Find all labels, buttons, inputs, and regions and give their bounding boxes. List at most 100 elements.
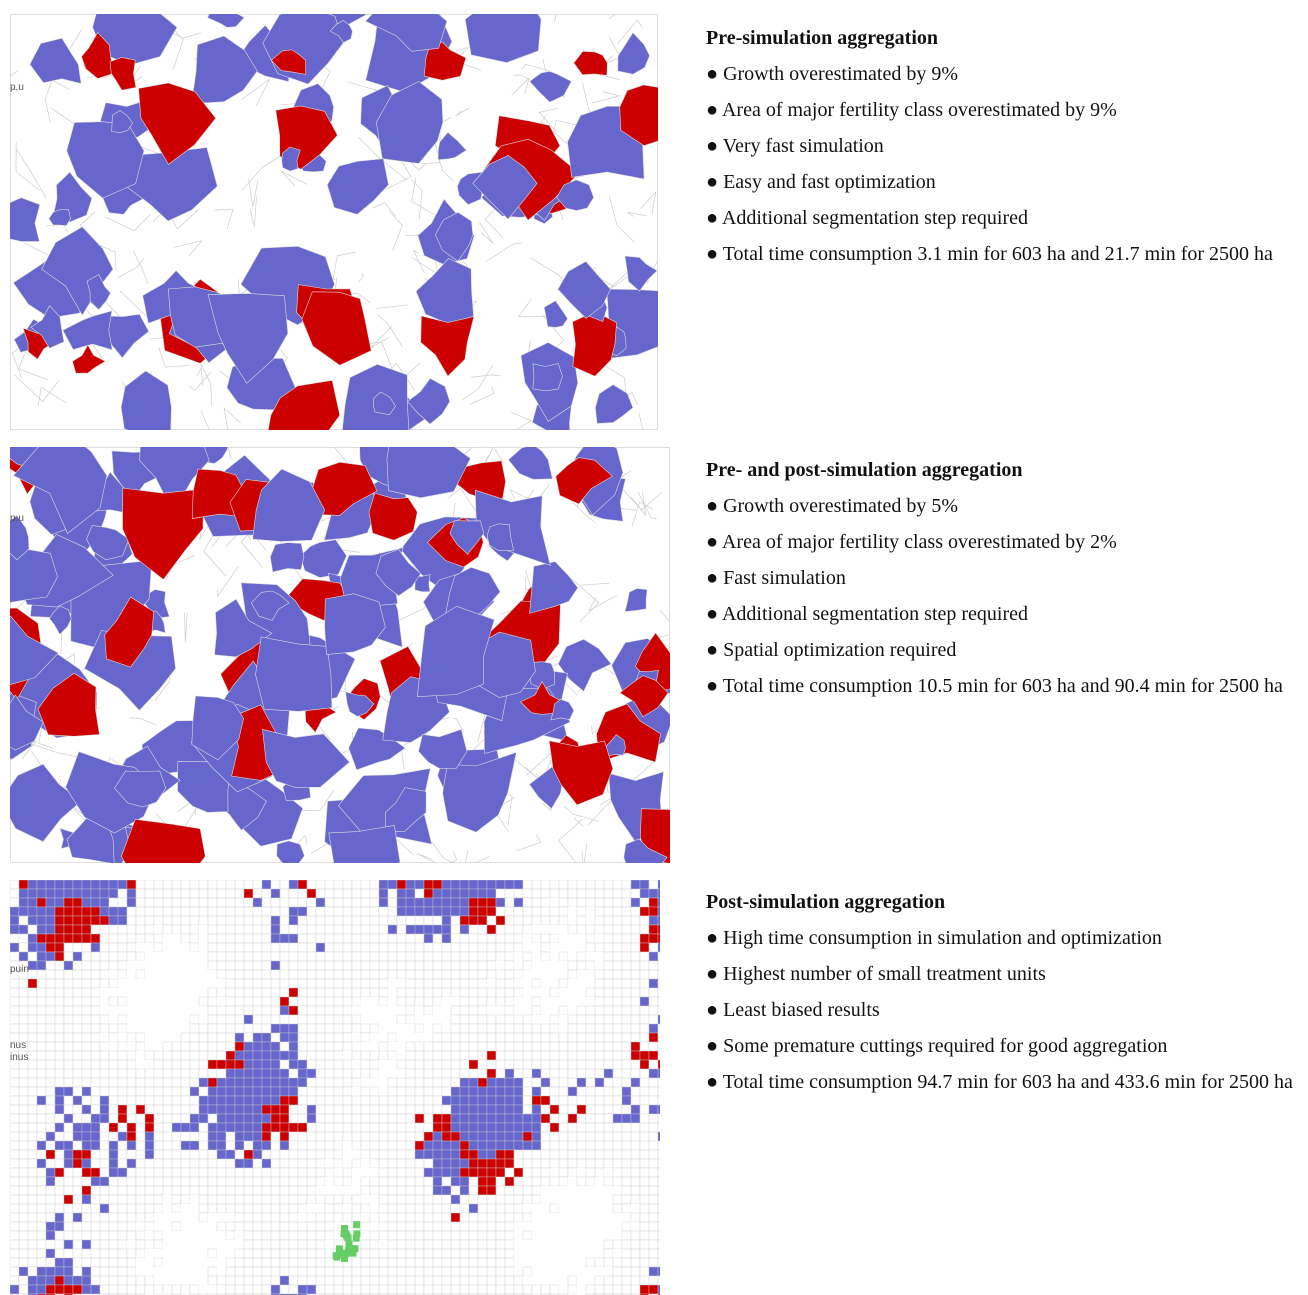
grid-cell bbox=[208, 925, 217, 934]
grid-cell bbox=[199, 1186, 208, 1195]
grid-cell bbox=[145, 907, 154, 916]
grid-cell bbox=[289, 889, 298, 898]
grid-cell bbox=[424, 1096, 433, 1105]
grid-cell bbox=[235, 916, 244, 925]
grid-cell bbox=[559, 952, 568, 961]
grid-cell bbox=[208, 1285, 217, 1294]
grid-cell bbox=[406, 1240, 415, 1249]
grid-cell bbox=[64, 889, 73, 898]
grid-cell bbox=[307, 1060, 316, 1069]
grid-cell bbox=[361, 1285, 370, 1294]
grid-cell bbox=[163, 1258, 172, 1267]
grid-cell bbox=[388, 1024, 397, 1033]
grid-cell bbox=[64, 907, 73, 916]
grid-cell bbox=[307, 1015, 316, 1024]
grid-cell bbox=[280, 1258, 289, 1267]
grid-cell bbox=[379, 925, 388, 934]
grid-cell bbox=[298, 1150, 307, 1159]
grid-cell bbox=[406, 1006, 415, 1015]
grid-cell bbox=[64, 1042, 73, 1051]
grid-cell bbox=[208, 1060, 217, 1069]
grid-cell bbox=[298, 916, 307, 925]
grid-cell bbox=[100, 907, 109, 916]
grid-cell bbox=[226, 1015, 235, 1024]
grid-cell bbox=[550, 1105, 559, 1114]
grid-cell bbox=[343, 961, 352, 970]
grid-cell bbox=[46, 898, 55, 907]
grid-cell bbox=[145, 1168, 154, 1177]
grid-cell bbox=[235, 1258, 244, 1267]
grid-cell bbox=[460, 1168, 469, 1177]
grid-cell bbox=[46, 907, 55, 916]
grid-cell bbox=[559, 1231, 568, 1240]
grid-cell bbox=[532, 898, 541, 907]
grid-cell bbox=[460, 907, 469, 916]
grid-cell bbox=[595, 1141, 604, 1150]
grid-cell bbox=[37, 1213, 46, 1222]
grid-cell bbox=[379, 916, 388, 925]
grid-cell bbox=[46, 1276, 55, 1285]
grid-cell bbox=[127, 934, 136, 943]
grid-cell bbox=[361, 961, 370, 970]
grid-cell bbox=[100, 1123, 109, 1132]
grid-cell bbox=[451, 1186, 460, 1195]
grid-cell bbox=[190, 1267, 199, 1276]
grid-cell bbox=[109, 925, 118, 934]
grid-cell bbox=[145, 1195, 154, 1204]
grid-cell bbox=[100, 1141, 109, 1150]
grid-cell bbox=[478, 979, 487, 988]
grid-cell bbox=[415, 970, 424, 979]
grid-cell bbox=[442, 1051, 451, 1060]
grid-cell bbox=[10, 1267, 19, 1276]
grid-cell bbox=[496, 1231, 505, 1240]
grid-cell bbox=[226, 1195, 235, 1204]
grid-cell bbox=[91, 1087, 100, 1096]
grid-cell bbox=[172, 1024, 181, 1033]
grid-cell bbox=[73, 1285, 82, 1294]
grid-cell bbox=[28, 997, 37, 1006]
grid-cell bbox=[649, 925, 658, 934]
grid-cell bbox=[631, 952, 640, 961]
grid-cell bbox=[163, 1096, 172, 1105]
grid-cell bbox=[415, 1033, 424, 1042]
grid-cell bbox=[253, 1078, 262, 1087]
grid-cell bbox=[64, 1114, 73, 1123]
grid-cell bbox=[325, 1006, 334, 1015]
grid-cell bbox=[532, 970, 541, 979]
grid-cell bbox=[271, 1123, 280, 1132]
grid-cell bbox=[325, 1132, 334, 1141]
grid-cell bbox=[487, 1123, 496, 1132]
grid-cell bbox=[613, 1051, 622, 1060]
grid-cell bbox=[91, 1249, 100, 1258]
grid-cell bbox=[397, 970, 406, 979]
grid-cell bbox=[190, 1258, 199, 1267]
grid-cell bbox=[523, 1051, 532, 1060]
grid-cell bbox=[487, 1285, 496, 1294]
grid-cell bbox=[424, 925, 433, 934]
grid-cell bbox=[631, 889, 640, 898]
grid-cell bbox=[307, 1096, 316, 1105]
grid-cell bbox=[208, 889, 217, 898]
grid-cell bbox=[199, 1015, 208, 1024]
grid-cell bbox=[487, 1258, 496, 1267]
grid-cell bbox=[523, 1015, 532, 1024]
grid-cell bbox=[658, 880, 660, 889]
grid-cell bbox=[370, 1096, 379, 1105]
grid-cell bbox=[271, 1186, 280, 1195]
grid-cell bbox=[586, 1024, 595, 1033]
grid-cell bbox=[262, 961, 271, 970]
grid-cell bbox=[532, 979, 541, 988]
grid-cell bbox=[334, 979, 343, 988]
grid-cell bbox=[586, 1168, 595, 1177]
grid-cell bbox=[316, 1114, 325, 1123]
grid-cell bbox=[361, 1033, 370, 1042]
grid-cell bbox=[397, 1096, 406, 1105]
grid-cell bbox=[397, 898, 406, 907]
blue-unit bbox=[256, 637, 332, 711]
grid-cell bbox=[469, 1213, 478, 1222]
grid-cell bbox=[334, 1285, 343, 1294]
grid-cell bbox=[253, 1087, 262, 1096]
grid-cell bbox=[217, 1051, 226, 1060]
grid-cell bbox=[172, 1015, 181, 1024]
grid-cell bbox=[181, 1069, 190, 1078]
